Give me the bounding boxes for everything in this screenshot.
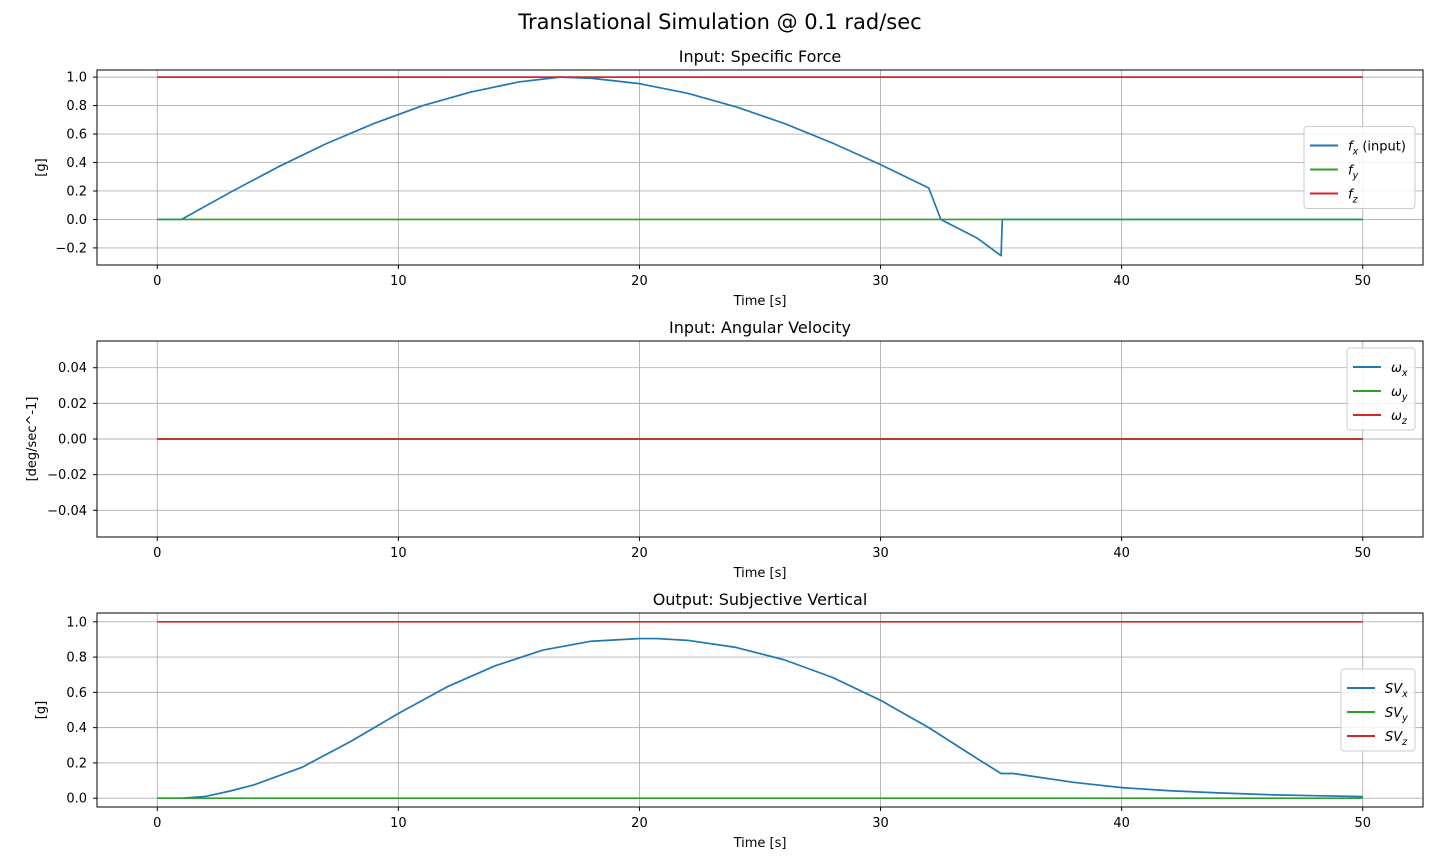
x-tick-label: 50 bbox=[1354, 274, 1371, 289]
x-tick-label: 40 bbox=[1113, 816, 1130, 831]
y-tick-label: 0.2 bbox=[66, 184, 87, 199]
legend: fx (input) fy fz bbox=[1303, 126, 1416, 209]
subplot-title: Output: Subjective Vertical bbox=[653, 590, 868, 609]
x-tick-label: 0 bbox=[153, 816, 161, 831]
axes-frame bbox=[96, 612, 1424, 808]
x-tick-label: 10 bbox=[390, 274, 407, 289]
x-axis-label: Time [s] bbox=[733, 566, 787, 581]
y-tick-label: −0.04 bbox=[47, 504, 87, 519]
y-tick-label: −0.2 bbox=[55, 241, 87, 256]
x-axis-label: Time [s] bbox=[733, 836, 787, 851]
legend: ωx ωy ωz bbox=[1346, 347, 1416, 431]
y-axis-label: [g] bbox=[34, 701, 49, 719]
y-tick-label: 0.4 bbox=[66, 721, 87, 736]
x-tick-label: 40 bbox=[1113, 546, 1130, 561]
y-tick-label: 0.02 bbox=[58, 397, 87, 412]
legend-label: ωy bbox=[1391, 385, 1408, 403]
legend-label: SVz bbox=[1385, 730, 1408, 748]
y-tick-label: 0.2 bbox=[66, 756, 87, 771]
subplot-2: 0 10 20 30 40 50 −0.04 −0.02 0.00 0.02 0.04 Input: … bbox=[25, 318, 1424, 581]
x-tick-label: 10 bbox=[390, 816, 407, 831]
x-tick-label: 30 bbox=[872, 274, 889, 289]
y-tick-label: 1.0 bbox=[66, 615, 87, 630]
legend-label: SVy bbox=[1385, 706, 1408, 724]
y-tick-label: 0.6 bbox=[66, 686, 87, 701]
x-tick-label: 20 bbox=[631, 274, 648, 289]
subplot-1: 0 10 20 30 40 50 −0.2 0.0 0.2 0.4 0.6 0.8 1.0 Input: … bbox=[34, 47, 1424, 309]
subplot-3: 0 10 20 30 40 50 0.0 0.2 0.4 0.6 0.8 1.0 Output: Sub… bbox=[34, 590, 1424, 851]
y-tick-label: −0.02 bbox=[47, 468, 87, 483]
x-tick-label: 0 bbox=[153, 546, 161, 561]
x-tick-label: 20 bbox=[631, 546, 648, 561]
legend-label: ωz bbox=[1391, 409, 1408, 427]
axes-frame bbox=[96, 69, 1424, 266]
y-tick-label: 0.6 bbox=[66, 128, 87, 143]
x-tick-label: 40 bbox=[1113, 274, 1130, 289]
x-tick-label: 10 bbox=[390, 546, 407, 561]
y-tick-label: 1.0 bbox=[66, 71, 87, 86]
y-tick-label: 0.04 bbox=[58, 361, 87, 376]
figure-title: Translational Simulation @ 0.1 rad/sec bbox=[518, 10, 922, 34]
x-tick-label: 30 bbox=[872, 546, 889, 561]
subplot-title: Input: Angular Velocity bbox=[669, 318, 851, 337]
x-axis-label: Time [s] bbox=[733, 294, 787, 309]
y-tick-label: 0.0 bbox=[66, 792, 87, 807]
x-tick-label: 30 bbox=[872, 816, 889, 831]
subplot-title: Input: Specific Force bbox=[679, 47, 842, 66]
y-tick-label: 0.4 bbox=[66, 156, 87, 171]
legend-box bbox=[1303, 126, 1416, 209]
legend-label: SVx bbox=[1385, 682, 1408, 700]
legend-label: fy bbox=[1348, 164, 1359, 182]
y-tick-label: 0.0 bbox=[66, 213, 87, 228]
series-line-SVx bbox=[157, 637, 1363, 800]
x-tick-label: 0 bbox=[153, 274, 161, 289]
x-tick-label: 50 bbox=[1354, 546, 1371, 561]
series-line-fx-(input) bbox=[157, 76, 1363, 257]
x-tick-label: 20 bbox=[631, 816, 648, 831]
y-axis-label: [g] bbox=[34, 158, 49, 176]
legend-box bbox=[1340, 668, 1416, 752]
legend-label: fz bbox=[1348, 188, 1359, 206]
y-tick-label: 0.8 bbox=[66, 651, 87, 666]
x-tick-label: 50 bbox=[1354, 816, 1371, 831]
legend-label: fx (input) bbox=[1348, 140, 1406, 158]
legend-label: ωx bbox=[1391, 361, 1408, 379]
y-axis-label: [deg/sec^-1] bbox=[25, 397, 40, 482]
legend-box bbox=[1346, 347, 1416, 431]
y-tick-label: 0.00 bbox=[58, 433, 87, 448]
y-tick-label: 0.8 bbox=[66, 99, 87, 114]
legend: SVx SVy SVz bbox=[1340, 668, 1416, 752]
